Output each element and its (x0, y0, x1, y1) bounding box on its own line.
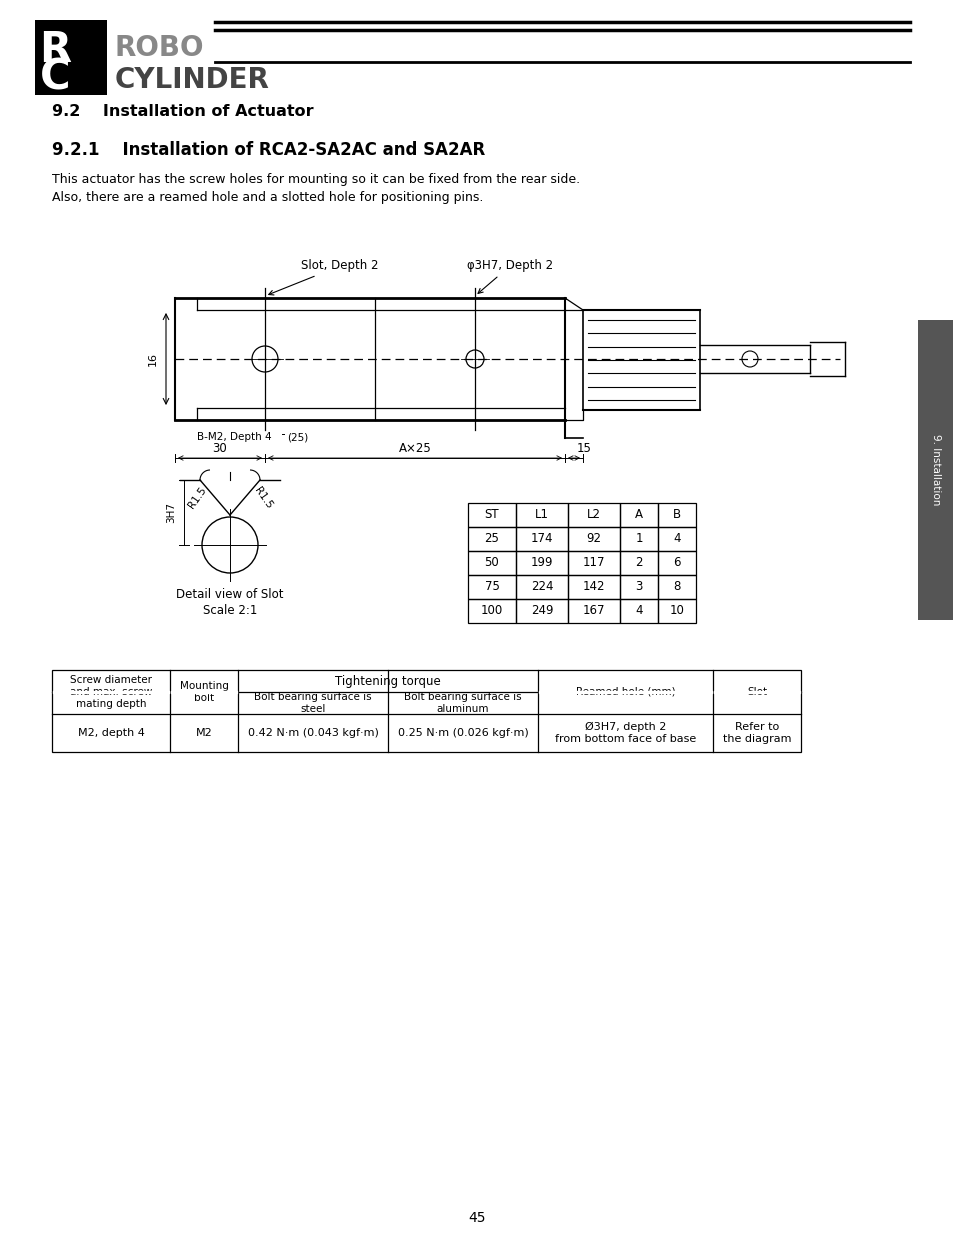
Text: 4: 4 (673, 532, 680, 546)
Text: Screw diameter
and max. screw
mating depth: Screw diameter and max. screw mating dep… (70, 674, 152, 709)
Text: Reamed hole (mm): Reamed hole (mm) (575, 687, 675, 697)
Text: R1.5: R1.5 (252, 485, 274, 510)
Bar (468, 576, 516, 599)
Text: 6: 6 (673, 557, 680, 569)
Text: 10: 10 (669, 604, 683, 618)
Text: Slot, Depth 2: Slot, Depth 2 (269, 259, 378, 295)
Text: φ3H7, Depth 2: φ3H7, Depth 2 (466, 259, 553, 294)
Text: 9. Installation: 9. Installation (930, 435, 940, 505)
Bar (658, 503, 696, 527)
Bar (658, 599, 696, 622)
Bar (567, 576, 619, 599)
Text: 3: 3 (635, 580, 642, 594)
Bar (619, 527, 658, 551)
Text: (25): (25) (287, 432, 308, 442)
Text: ROBO: ROBO (115, 35, 204, 62)
Text: R1.5: R1.5 (186, 485, 208, 510)
Text: 224: 224 (530, 580, 553, 594)
Text: 75: 75 (484, 580, 499, 594)
Text: Detail view of Slot: Detail view of Slot (176, 589, 283, 601)
Text: L1: L1 (535, 509, 548, 521)
Text: 92: 92 (586, 532, 601, 546)
Text: Mounting
bolt: Mounting bolt (179, 680, 228, 703)
Text: B: B (672, 509, 680, 521)
Text: 16: 16 (148, 352, 158, 366)
Text: M2: M2 (195, 727, 213, 739)
Text: 8: 8 (673, 580, 680, 594)
Text: ST: ST (484, 509, 498, 521)
Text: 45: 45 (468, 1212, 485, 1225)
Bar (516, 527, 567, 551)
Bar (567, 599, 619, 622)
Text: 50: 50 (484, 557, 498, 569)
Text: L2: L2 (586, 509, 600, 521)
Bar (52, 671, 801, 752)
Text: R: R (39, 28, 71, 70)
Bar (35, 20, 107, 95)
Bar (619, 599, 658, 622)
Text: 199: 199 (530, 557, 553, 569)
Bar (567, 527, 619, 551)
Text: 2: 2 (635, 557, 642, 569)
Bar (468, 599, 516, 622)
Bar (658, 551, 696, 576)
Bar (619, 503, 658, 527)
Bar (567, 551, 619, 576)
Text: A: A (635, 509, 642, 521)
Text: 25: 25 (484, 532, 499, 546)
Text: 117: 117 (582, 557, 604, 569)
Text: Bolt bearing surface is
aluminum: Bolt bearing surface is aluminum (404, 692, 521, 714)
Bar (658, 527, 696, 551)
Text: 30: 30 (213, 441, 227, 454)
Text: 167: 167 (582, 604, 604, 618)
Bar (516, 503, 567, 527)
Text: Slot: Slot (746, 687, 766, 697)
Text: Tightening torque: Tightening torque (335, 674, 440, 688)
Text: A×25: A×25 (398, 441, 431, 454)
Text: Refer to
the diagram: Refer to the diagram (722, 721, 790, 745)
Text: 174: 174 (530, 532, 553, 546)
Text: 100: 100 (480, 604, 502, 618)
Bar (567, 503, 619, 527)
Text: 0.42 N·m (0.043 kgf·m): 0.42 N·m (0.043 kgf·m) (247, 727, 378, 739)
Bar (516, 576, 567, 599)
Text: 4: 4 (635, 604, 642, 618)
Text: B-M2, Depth 4: B-M2, Depth 4 (196, 432, 272, 442)
Text: 9.2    Installation of Actuator: 9.2 Installation of Actuator (52, 105, 314, 120)
Text: C: C (40, 57, 71, 99)
Text: CYLINDER: CYLINDER (115, 65, 270, 94)
Bar (619, 576, 658, 599)
Bar (619, 551, 658, 576)
Bar (468, 551, 516, 576)
Text: 9.2.1    Installation of RCA2-SA2AC and SA2AR: 9.2.1 Installation of RCA2-SA2AC and SA2… (52, 141, 485, 159)
Text: 142: 142 (582, 580, 604, 594)
Bar (516, 551, 567, 576)
Text: 15: 15 (576, 441, 591, 454)
Text: Also, there are a reamed hole and a slotted hole for positioning pins.: Also, there are a reamed hole and a slot… (52, 191, 483, 205)
Text: 249: 249 (530, 604, 553, 618)
Bar (917, 320, 953, 620)
Bar (468, 503, 516, 527)
Bar (658, 576, 696, 599)
Bar (516, 599, 567, 622)
Text: Scale 2:1: Scale 2:1 (203, 604, 257, 618)
Text: 3H7: 3H7 (166, 501, 175, 522)
Bar (468, 527, 516, 551)
Text: Ø3H7, depth 2
from bottom face of base: Ø3H7, depth 2 from bottom face of base (555, 721, 696, 745)
Text: M2, depth 4: M2, depth 4 (77, 727, 144, 739)
Text: Bolt bearing surface is
steel: Bolt bearing surface is steel (253, 692, 372, 714)
Text: 0.25 N·m (0.026 kgf·m): 0.25 N·m (0.026 kgf·m) (397, 727, 528, 739)
Text: 1: 1 (635, 532, 642, 546)
Text: This actuator has the screw holes for mounting so it can be fixed from the rear : This actuator has the screw holes for mo… (52, 173, 579, 186)
